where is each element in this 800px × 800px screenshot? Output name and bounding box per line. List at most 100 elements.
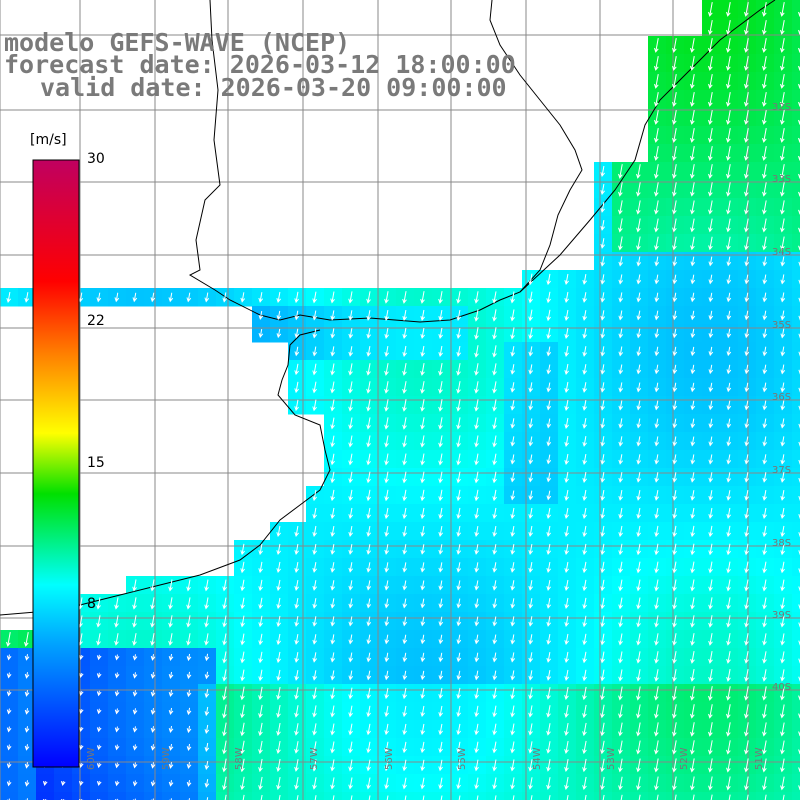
wind-arrow: [402, 634, 408, 645]
wind-arrow: [438, 525, 444, 537]
wind-arrow: [546, 579, 552, 591]
wind-arrow: [494, 795, 497, 800]
wind-arrow: [366, 328, 372, 339]
wind-arrow: [420, 705, 425, 718]
wind-arrow: [618, 490, 624, 501]
wind-arrow: [546, 382, 552, 393]
wind-speed-cell: [630, 792, 649, 800]
wind-arrow: [654, 722, 659, 737]
wind-arrow: [366, 381, 371, 394]
wind-arrow: [708, 776, 713, 791]
wind-arrow: [762, 38, 767, 53]
wind-arrow: [348, 525, 354, 537]
wind-speed-cell: [792, 666, 800, 685]
wind-arrow: [474, 363, 479, 376]
wind-arrow: [762, 74, 767, 89]
wind-arrow: [348, 417, 353, 430]
wind-arrow: [456, 345, 462, 357]
wind-arrow: [582, 274, 588, 285]
wind-arrow: [582, 328, 588, 339]
wind-arrow: [726, 579, 731, 592]
wind-arrow: [402, 327, 407, 340]
wind-arrow: [294, 634, 300, 645]
wind-arrow: [78, 708, 84, 714]
wind-arrow: [330, 777, 335, 790]
wind-arrow: [276, 310, 282, 321]
wind-arrow: [474, 399, 479, 412]
wind-arrow: [402, 562, 408, 573]
wind-arrow: [762, 274, 768, 285]
wind-arrow: [780, 686, 785, 701]
wind-arrow: [276, 543, 281, 556]
wind-arrow: [474, 670, 480, 681]
wind-arrow: [672, 346, 678, 357]
wind-arrow: [510, 525, 516, 537]
wind-arrow: [420, 525, 426, 537]
wind-arrow: [708, 758, 713, 773]
wind-arrow: [618, 200, 623, 215]
wind-arrow: [366, 544, 372, 555]
wind-arrow: [456, 525, 462, 537]
wind-arrow: [528, 472, 534, 483]
wind-arrow: [438, 670, 444, 681]
wind-arrow: [780, 561, 785, 574]
wind-speed-cell: [792, 432, 800, 451]
wind-arrow: [384, 741, 389, 754]
wind-arrow: [654, 633, 659, 646]
wind-arrow: [600, 256, 606, 267]
wind-speed-cell: [792, 504, 800, 523]
wind-arrow: [600, 183, 606, 195]
wind-arrow: [600, 615, 605, 628]
wind-arrow: [204, 706, 210, 717]
wind-arrow: [726, 400, 732, 411]
wind-arrow: [96, 633, 101, 646]
wind-arrow: [726, 472, 732, 483]
wind-arrow: [438, 741, 443, 754]
wind-arrow: [312, 399, 317, 412]
wind-arrow: [222, 669, 227, 682]
wind-arrow: [600, 597, 605, 610]
wind-arrow: [726, 490, 732, 501]
wind-arrow: [744, 633, 749, 646]
wind-arrow: [672, 182, 677, 197]
wind-arrow: [168, 615, 173, 628]
wind-arrow: [312, 291, 317, 304]
wind-arrow: [582, 489, 587, 502]
wind-arrow: [456, 562, 462, 573]
wind-arrow: [330, 687, 335, 700]
wind-speed-cell: [252, 792, 271, 800]
wind-arrow: [726, 507, 731, 520]
wind-arrow: [618, 400, 624, 411]
wind-arrow: [744, 418, 750, 429]
wind-arrow: [726, 454, 732, 465]
wind-arrow: [402, 417, 407, 430]
wind-arrow: [654, 74, 659, 89]
wind-arrow: [762, 382, 768, 393]
wind-arrow: [456, 363, 461, 376]
wind-arrow: [744, 597, 749, 610]
wind-arrow: [780, 2, 785, 17]
wind-arrow: [726, 364, 732, 375]
wind-arrow: [510, 777, 515, 790]
wind-arrow: [654, 561, 659, 574]
wind-speed-cell: [612, 792, 631, 800]
wind-arrow: [762, 292, 768, 303]
wind-arrow: [636, 472, 642, 483]
wind-arrow: [744, 382, 750, 393]
wind-arrow: [384, 670, 390, 681]
wind-speed-cell: [792, 90, 800, 109]
wind-arrow: [420, 435, 425, 448]
wind-arrow: [762, 182, 767, 197]
wind-arrow: [348, 363, 353, 376]
wind-arrow: [582, 346, 588, 357]
wind-arrow: [708, 74, 713, 89]
wind-arrow: [744, 292, 750, 303]
wind-arrow: [762, 579, 767, 592]
wind-arrow: [314, 795, 317, 800]
wind-arrow: [582, 722, 587, 737]
wind-arrow: [492, 723, 497, 736]
lat-label: 38S: [772, 538, 792, 549]
wind-arrow: [150, 708, 156, 715]
wind-arrow: [726, 597, 731, 610]
wind-arrow: [204, 671, 210, 680]
